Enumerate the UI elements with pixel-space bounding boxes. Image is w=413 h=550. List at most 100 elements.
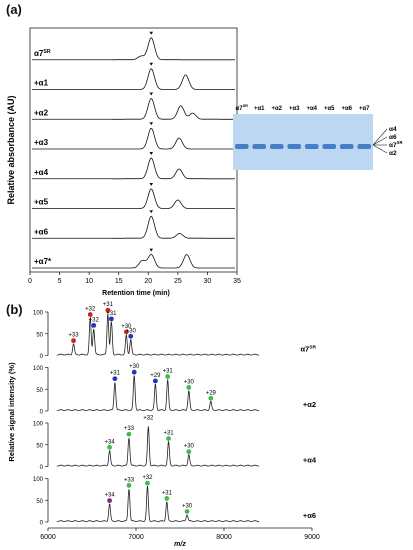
- ms-charge-label: +34: [105, 493, 116, 499]
- ms-charge-label: +33: [68, 333, 79, 339]
- ms-peak-marker: [152, 378, 158, 384]
- chromatogram-trace-label: +α1: [34, 79, 49, 88]
- chromatogram-trace-label: α7SR: [34, 49, 51, 58]
- chromatogram-xtick-label: 10: [85, 278, 93, 285]
- ms-charge-label: +34: [105, 439, 116, 445]
- chromatogram-trace-label: +α2: [34, 108, 49, 117]
- ms-xlabel: m/z: [174, 541, 186, 548]
- panel-b-label: (b): [6, 302, 23, 317]
- gel-band-pointer: [372, 144, 388, 154]
- ms-peak-marker: [91, 323, 97, 328]
- ms-peak-marker: [131, 369, 137, 375]
- gel-lane-label: +α3: [289, 106, 300, 112]
- gel-band: [252, 144, 266, 149]
- ms-ytick-label: 100: [33, 366, 44, 372]
- gel-band: [322, 144, 336, 149]
- ms-peak-marker: [186, 385, 192, 390]
- chromatogram-trace-label: +α4: [34, 168, 49, 177]
- chromatogram-xtick-label: 30: [204, 278, 212, 285]
- chromatogram-trace-line: [32, 68, 235, 90]
- gel-band: [357, 144, 371, 149]
- ms-spectrum-label: +α6: [303, 511, 316, 520]
- ms-peak-marker: [166, 436, 171, 441]
- gel-lane-label: +α7: [359, 106, 370, 112]
- ms-spectrum-label: α7SR: [300, 345, 316, 354]
- chromatogram-peak-marker: [149, 122, 154, 126]
- chromatogram-peak-marker: [149, 248, 154, 252]
- ms-ytick-label: 0: [40, 465, 44, 471]
- ms-peak-marker: [128, 333, 134, 339]
- ms-ytick-label: 50: [36, 332, 43, 338]
- chromatogram-trace-label: +α3: [34, 138, 49, 147]
- chromatogram-trace-line: [32, 215, 236, 239]
- ms-charge-label: +29: [150, 373, 161, 379]
- ms-charge-label: +31: [106, 311, 117, 317]
- ms-charge-label: +30: [184, 444, 195, 450]
- chromatogram-peak-marker: [149, 182, 154, 186]
- ms-peak-marker: [112, 376, 118, 382]
- chromatogram-trace-label: +α7*: [34, 257, 52, 266]
- ms-peak-marker: [123, 329, 129, 335]
- chromatogram-xtick-label: 15: [115, 278, 123, 285]
- ms-spectrum-line: [56, 485, 260, 523]
- ms-ytick-label: 50: [36, 443, 43, 449]
- ms-peak-marker: [126, 431, 132, 437]
- chromatogram-xtick-label: 0: [28, 278, 32, 285]
- ms-ytick-label: 100: [33, 477, 44, 483]
- ms-ytick-label: 100: [33, 422, 44, 428]
- gel-band-label: α7SR: [389, 140, 403, 149]
- ms-peak-marker: [145, 480, 150, 486]
- gel-band: [287, 144, 301, 149]
- gel-lane-label: +α5: [324, 106, 335, 112]
- ms-spectrum-label: +α2: [303, 400, 316, 409]
- chromatogram-xtick-label: 5: [58, 278, 62, 285]
- ms-xtick-label: 8000: [216, 534, 232, 541]
- ms-charge-label: +32: [143, 415, 154, 421]
- chromatogram-ylabel: Relative absorbance (AU): [6, 95, 16, 204]
- ms-peak-marker: [165, 374, 171, 379]
- chromatogram-trace-line: [32, 253, 235, 269]
- chromatogram-peak-marker: [149, 152, 154, 156]
- ms-ytick-label: 100: [33, 311, 44, 317]
- ms-charge-label: +33: [124, 477, 135, 483]
- ms-peak-marker: [208, 395, 214, 401]
- ms-peak-marker: [87, 312, 93, 317]
- ms-charge-label: +30: [129, 364, 140, 370]
- ms-charge-label: +31: [163, 431, 174, 437]
- panel-a-label: (a): [6, 2, 22, 17]
- mass-spectra-chart: Relative signal intensity (%) m/z 6000 70…: [7, 302, 320, 548]
- gel-background: [233, 114, 373, 170]
- chromatogram-trace-label: +α5: [34, 198, 49, 207]
- gel-band-pointer: [372, 128, 388, 146]
- ms-peak-marker: [105, 307, 111, 313]
- ms-charge-label: +32: [89, 317, 100, 323]
- ms-charge-label: +30: [182, 503, 193, 509]
- gel-lane-label: +α4: [306, 106, 317, 112]
- chromatogram-xtick-label: 35: [233, 278, 241, 285]
- gel-lane-label: +α1: [254, 106, 265, 112]
- chromatogram-xtick-label: 25: [174, 278, 182, 285]
- ms-spectrum-line: [56, 313, 260, 356]
- ms-ytick-label: 50: [36, 499, 43, 505]
- ms-spectrum-label: +α4: [303, 456, 317, 465]
- ms-peak-marker: [71, 338, 76, 344]
- ms-peak-marker: [107, 444, 112, 450]
- ms-charge-label: +30: [121, 324, 132, 330]
- chromatogram-peak-marker: [149, 62, 154, 66]
- chromatogram-xtick-label: 20: [144, 278, 152, 285]
- chromatogram-trace-line: [32, 127, 235, 150]
- chromatogram-xlabel: Retention time (min): [102, 290, 170, 297]
- gel-band: [340, 144, 354, 149]
- chromatogram-trace-label: +α6: [34, 227, 49, 236]
- ms-peak-marker: [108, 316, 114, 322]
- ms-xtick-label: 9000: [304, 534, 320, 541]
- ms-charge-label: +31: [162, 490, 173, 496]
- ms-spectrum-line: [56, 426, 260, 467]
- gel-lane-label: α7SR: [236, 103, 249, 112]
- ms-peak-marker: [186, 449, 192, 455]
- chromatogram-trace-line: [32, 37, 236, 61]
- ms-charge-label: +31: [103, 302, 114, 308]
- ms-ytick-label: 0: [40, 410, 44, 416]
- ms-ytick-label: 50: [36, 388, 43, 394]
